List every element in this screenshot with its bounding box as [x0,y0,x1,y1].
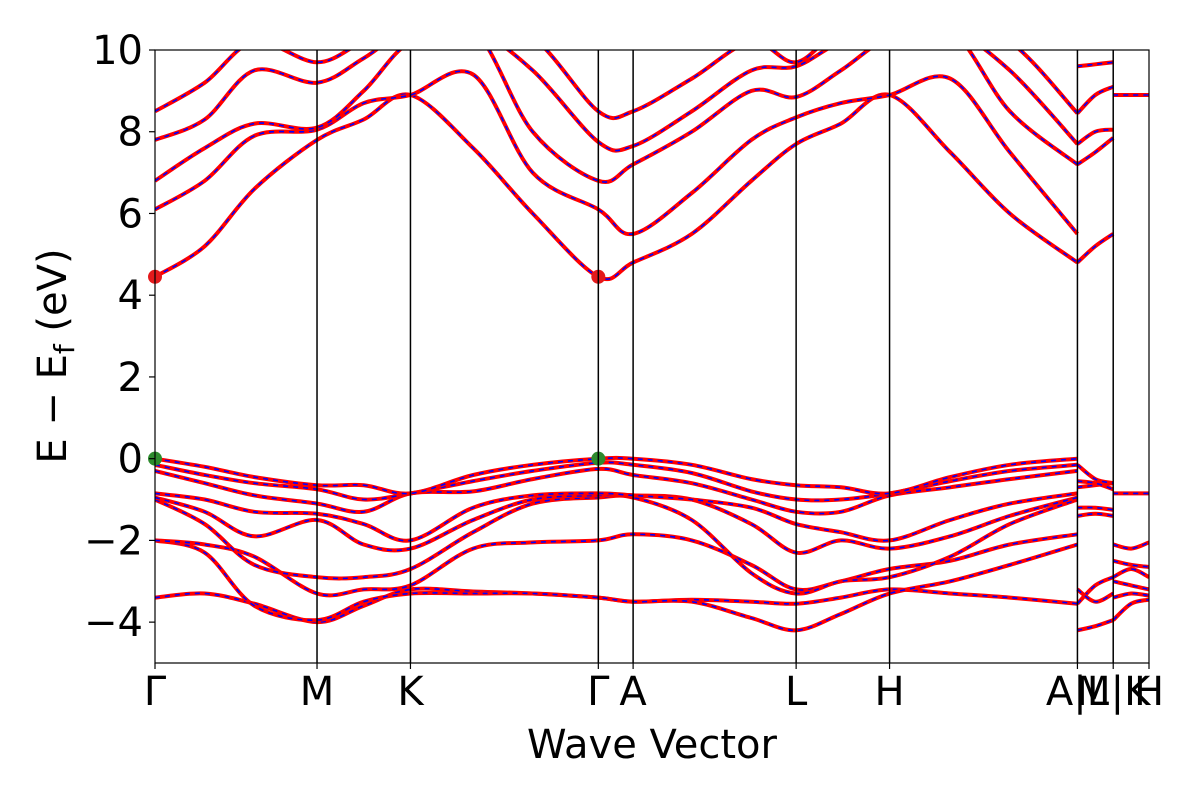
band-overlay-13 [155,50,1078,119]
band-overlay-10 [155,70,1079,235]
band-overlay-27 [1112,598,1149,621]
band-overlay-12 [155,50,1078,152]
y-tick-label-6: 8 [118,110,143,156]
y-tick-label-1: −2 [84,518,143,564]
band-overlay-9 [155,93,1078,280]
x-tick-label-6: H [875,669,905,715]
band-overlay-22 [1076,233,1114,264]
y-axis-label: E − Ef (eV) [30,248,81,463]
band-overlay-8 [155,457,1078,495]
kpoint-lines [316,50,1114,663]
y-ticks: −4 −2 0 2 4 6 8 10 [84,28,155,646]
band-line-25 [1075,84,1114,115]
band-overlay-14 [1077,619,1114,632]
x-tick-label-5: L [785,669,808,715]
bands-layer [155,50,1149,633]
plot-frame [154,49,1150,664]
y-tick-label-4: 4 [118,273,143,319]
band-overlay-15 [1076,576,1114,605]
x-tick-label-4: A [619,669,647,715]
band-line-1 [155,538,1078,633]
band-line-2 [155,532,1078,598]
y-axis-label-main: E − E [30,354,76,464]
x-tick-label-8: M|K [1076,669,1152,715]
band-overlay-21 [1076,464,1114,484]
band-overlay-18 [1077,506,1114,511]
band-overlay-29 [1113,580,1149,591]
band-line-9 [155,92,1079,282]
band-line-10 [155,69,1079,237]
band-line-13 [155,50,1079,121]
band-overlay-25 [1076,86,1114,114]
band-overlay-6 [155,468,1078,515]
x-tick-label-3: Γ [587,669,610,715]
x-axis-label: Wave Vector [527,722,778,768]
y-tick-label-2: 0 [118,437,143,483]
band-overlay-26 [1077,61,1114,68]
band-overlay-20 [1077,480,1114,491]
x-tick-label-1: M [300,669,335,715]
y-axis-label-subscript: f [48,343,81,354]
y-tick-label-7: 10 [92,28,143,74]
band-overlay-28 [1113,592,1149,599]
band-overlay-7 [155,461,1078,502]
y-tick-label-0: −4 [84,600,143,646]
band-overlay-32 [1112,541,1149,550]
band-overlay-11 [155,50,1078,183]
x-tick-label-0: Γ [144,669,167,715]
band-overlay-2 [155,533,1078,597]
band-overlay-31 [1113,560,1149,568]
band-overlay-23 [1076,137,1114,166]
band-overlay-30 [1112,568,1149,578]
x-tick-label-7: A|L [1046,669,1110,715]
x-ticks: Γ M K Γ A L H A|LM|KH [144,663,1164,715]
band-overlay-17 [1077,512,1114,517]
y-tick-label-3: 2 [118,355,143,401]
band-line-27 [1111,597,1149,622]
y-axis-label-unit: (eV) [30,248,76,344]
markers-layer [148,269,606,466]
band-line-22 [1076,232,1115,264]
band-overlay-3 [155,494,1078,595]
band-line-6 [155,466,1078,516]
y-tick-label-5: 6 [118,191,143,237]
band-overlay-24 [1076,128,1114,145]
band-overlay-16 [1076,588,1114,603]
x-tick-label-2: K [397,669,425,715]
x-tick-label-9: H [1134,669,1164,715]
